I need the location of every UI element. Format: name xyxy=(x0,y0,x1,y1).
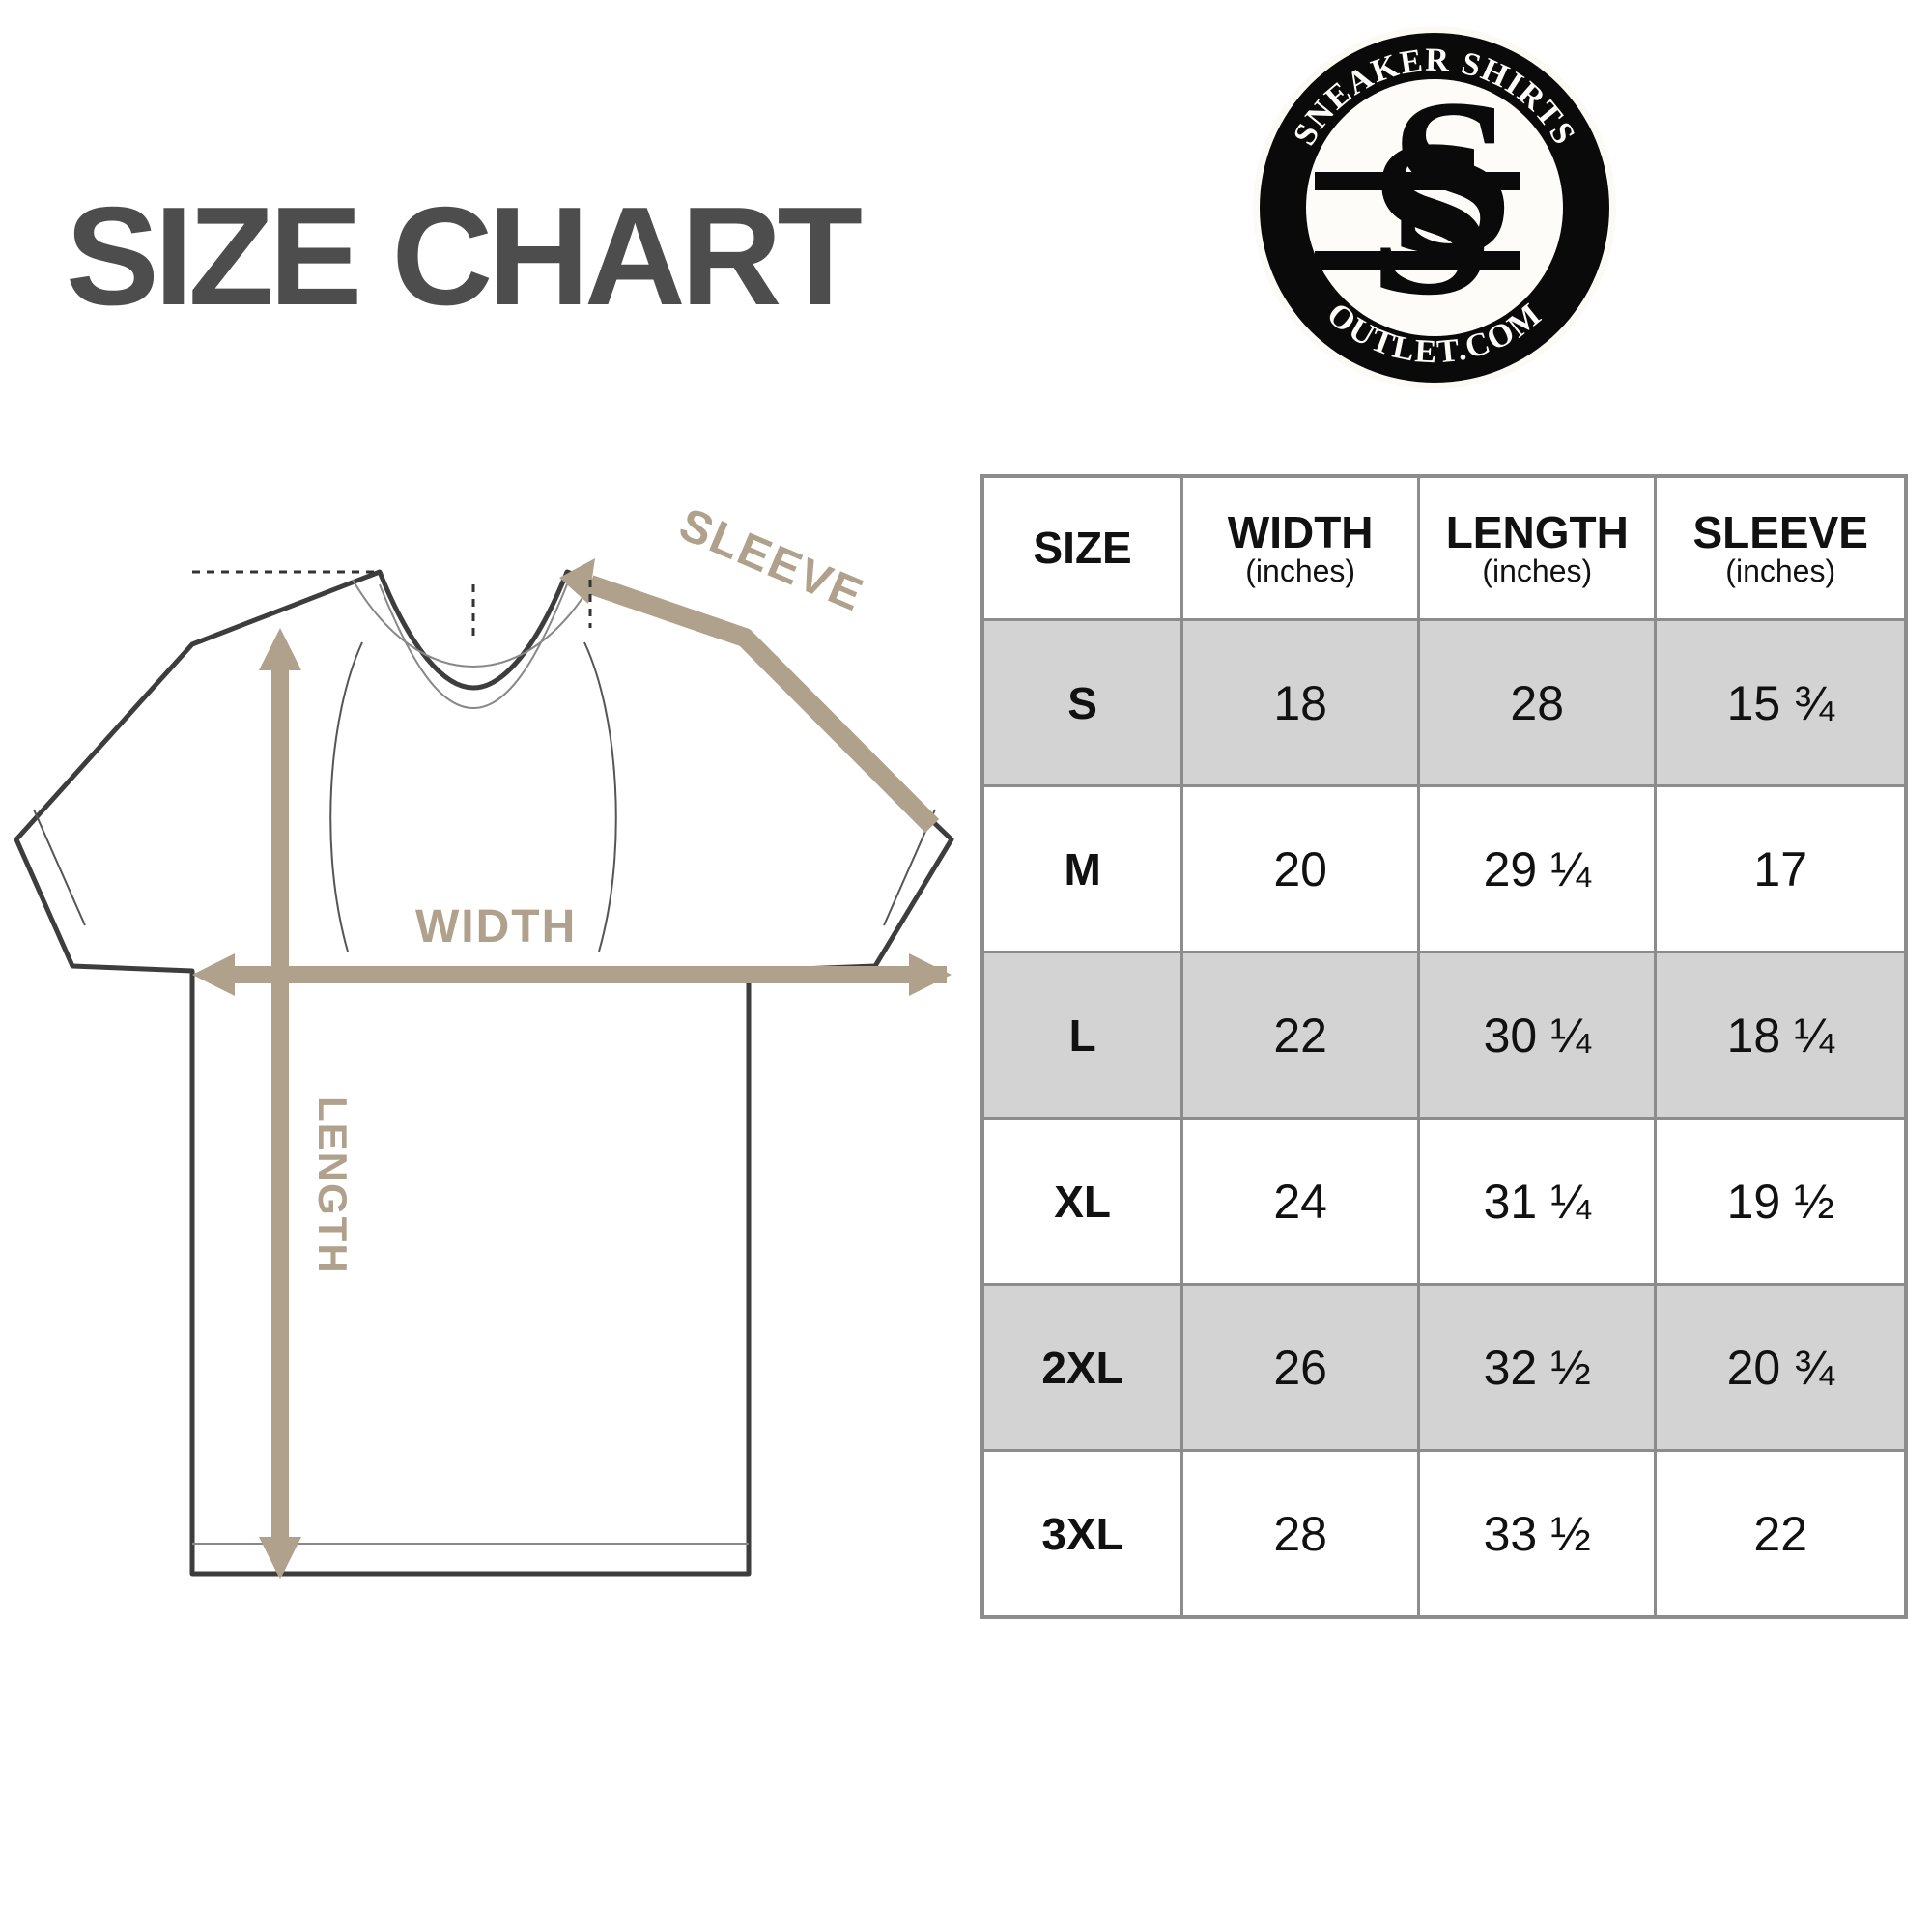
svg-text:WIDTH: WIDTH xyxy=(415,901,577,952)
svg-text:LENGTH: LENGTH xyxy=(310,1096,355,1275)
svg-text:SLEEVE: SLEEVE xyxy=(672,498,871,621)
